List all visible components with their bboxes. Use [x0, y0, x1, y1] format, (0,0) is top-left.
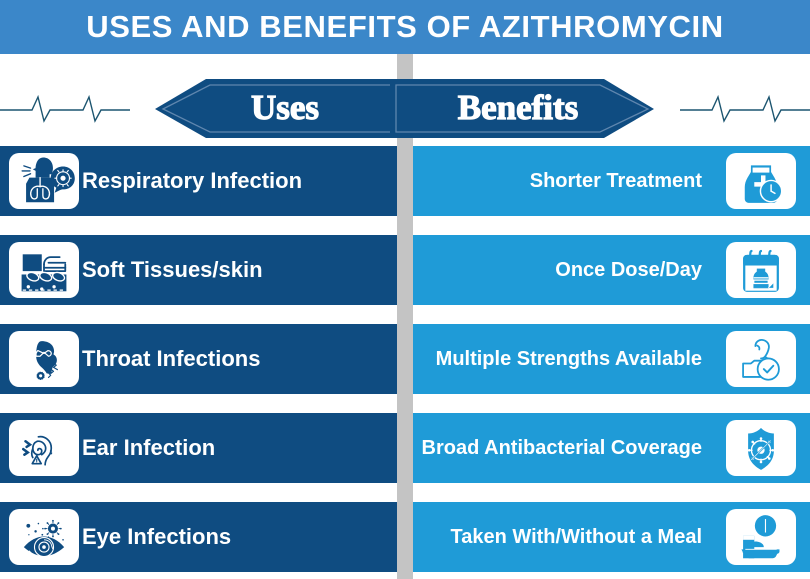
svg-text:Benefits: Benefits	[458, 88, 579, 127]
svg-text:Uses: Uses	[251, 88, 319, 127]
